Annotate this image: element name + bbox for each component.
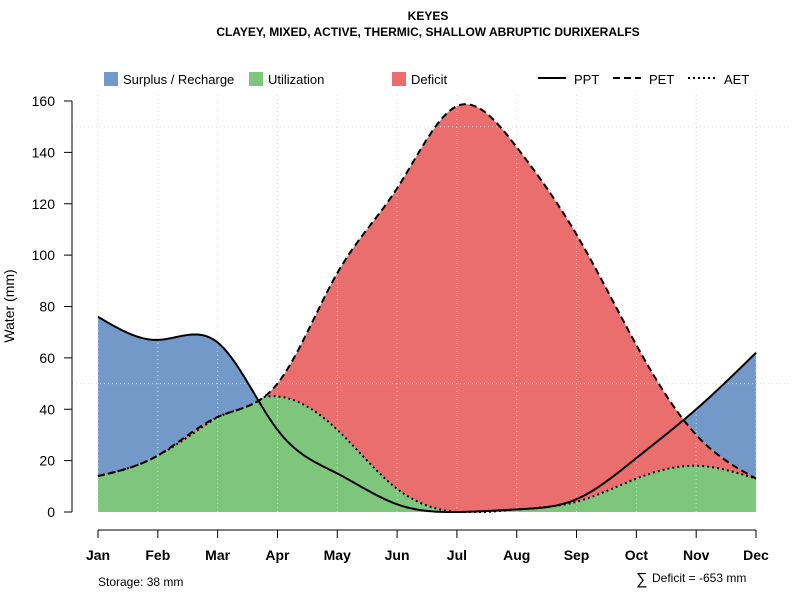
- legend-label-ppt: PPT: [574, 72, 599, 87]
- deficit-annotation: Deficit = -653 mm: [652, 571, 746, 585]
- sum-symbol: ∑: [636, 571, 647, 588]
- chart-subtitle: CLAYEY, MIXED, ACTIVE, THERMIC, SHALLOW …: [216, 25, 639, 39]
- grid-lines: [72, 95, 792, 512]
- legend-label-utilization: Utilization: [268, 72, 324, 87]
- legend-swatch-deficit: [392, 72, 406, 86]
- legend-swatch-utilization: [249, 72, 263, 86]
- x-tick-label-feb: Feb: [145, 547, 170, 563]
- legend-label-surplus: Surplus / Recharge: [123, 72, 234, 87]
- x-tick-label-jan: Jan: [86, 547, 110, 563]
- legend-label-pet: PET: [649, 72, 674, 87]
- storage-annotation: Storage: 38 mm: [98, 575, 183, 589]
- legend: Surplus / Recharge Utilization Deficit P…: [104, 72, 749, 87]
- area-utilization: [98, 396, 756, 512]
- series-line-pet: [97, 103, 757, 480]
- x-tick-label-dec: Dec: [743, 547, 769, 563]
- y-tick-label-0: 0: [47, 504, 55, 520]
- x-tick-label-sep: Sep: [564, 547, 590, 563]
- area-surplus-recharge: [98, 104, 756, 479]
- x-tick-label-may: May: [324, 547, 351, 563]
- y-tick-label-40: 40: [39, 401, 55, 417]
- series-line-ppt: [97, 315, 757, 513]
- y-tick-label-100: 100: [32, 247, 56, 263]
- y-tick-label-80: 80: [39, 299, 55, 315]
- y-tick-label-140: 140: [32, 144, 56, 160]
- series-lines: [97, 103, 757, 513]
- chart-title: KEYES: [408, 9, 449, 23]
- axes: 0 20 40 60 80 100 120 140 160 Jan Feb Mar Apr May Jun J…: [32, 93, 769, 563]
- y-tick-label-60: 60: [39, 350, 55, 366]
- x-tick-label-aug: Aug: [503, 547, 530, 563]
- x-tick-label-jun: Jun: [385, 547, 410, 563]
- x-tick-label-nov: Nov: [683, 547, 710, 563]
- y-tick-label-160: 160: [32, 93, 56, 109]
- legend-label-deficit: Deficit: [411, 72, 448, 87]
- x-tick-label-oct: Oct: [625, 547, 649, 563]
- legend-swatch-surplus: [104, 72, 118, 86]
- y-tick-label-20: 20: [39, 453, 55, 469]
- y-axis-label: Water (mm): [1, 269, 17, 342]
- legend-label-aet: AET: [724, 72, 749, 87]
- area-fills: [98, 104, 756, 512]
- y-tick-label-120: 120: [32, 196, 56, 212]
- x-tick-label-mar: Mar: [205, 547, 230, 563]
- area-deficit: [98, 104, 756, 512]
- x-tick-label-jul: Jul: [447, 547, 467, 563]
- x-tick-label-apr: Apr: [265, 547, 290, 563]
